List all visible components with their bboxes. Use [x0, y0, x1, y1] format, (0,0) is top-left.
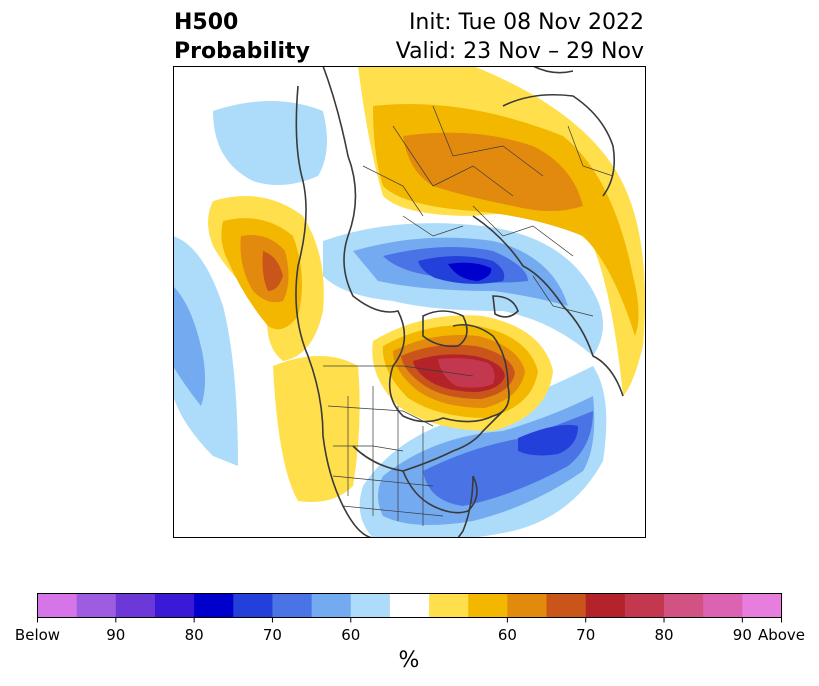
colorbar-tick-label: 70 — [262, 626, 282, 644]
anomaly-north-positive — [358, 66, 645, 396]
colorbar-tick-label: 70 — [576, 626, 596, 644]
colorbar-swatch — [311, 593, 352, 618]
colorbar-swatch — [507, 593, 548, 618]
colorbar-unit: % — [398, 648, 420, 673]
colorbar-swatch — [742, 593, 783, 618]
map-title: H500 Probability — [174, 8, 310, 66]
colorbar-swatch — [76, 593, 117, 618]
colorbar-swatch — [115, 593, 156, 618]
colorbar-tick-label: 80 — [654, 626, 674, 644]
probability-map — [173, 66, 646, 538]
colorbar-swatch — [233, 593, 274, 618]
colorbar-swatch — [585, 593, 626, 618]
anomaly-arctic-negative — [323, 223, 603, 356]
colorbar — [37, 593, 783, 623]
colorbar-tick-label: 90 — [732, 626, 752, 644]
coastlines — [295, 66, 624, 538]
title-variable: H500 — [174, 10, 239, 35]
colorbar-swatch — [429, 593, 469, 618]
anomaly-west-positive — [273, 356, 360, 502]
colorbar-swatch — [389, 593, 430, 618]
colorbar-tick-label: 80 — [184, 626, 204, 644]
colorbar-tick-label: Below — [14, 626, 61, 644]
colorbar-swatch — [664, 593, 704, 618]
colorbar-swatch — [154, 593, 195, 618]
title-quantity: Probability — [174, 39, 310, 64]
colorbar-swatch — [703, 593, 743, 618]
colorbar-swatch — [546, 593, 587, 618]
anomaly-east-negative — [359, 366, 607, 538]
colorbar-swatch — [350, 593, 391, 618]
anomaly-pacific-positive — [208, 196, 324, 361]
colorbar-tick-label: 60 — [497, 626, 517, 644]
init-date: Init: Tue 08 Nov 2022 — [408, 10, 644, 35]
colorbar-tick-label: 90 — [106, 626, 126, 644]
colorbar-swatch — [272, 593, 313, 618]
colorbar-tick-label: 60 — [341, 626, 361, 644]
forecast-dates: Init: Tue 08 Nov 2022 Valid: 23 Nov – 29… — [396, 8, 644, 66]
colorbar-swatch — [37, 593, 78, 618]
colorbar-tick-label: Above — [757, 626, 806, 644]
colorbar-swatch — [624, 593, 665, 618]
political-boundaries — [323, 105, 614, 526]
colorbar-swatch — [468, 593, 508, 618]
valid-date-range: Valid: 23 Nov – 29 Nov — [395, 39, 644, 64]
colorbar-swatch — [194, 593, 234, 618]
